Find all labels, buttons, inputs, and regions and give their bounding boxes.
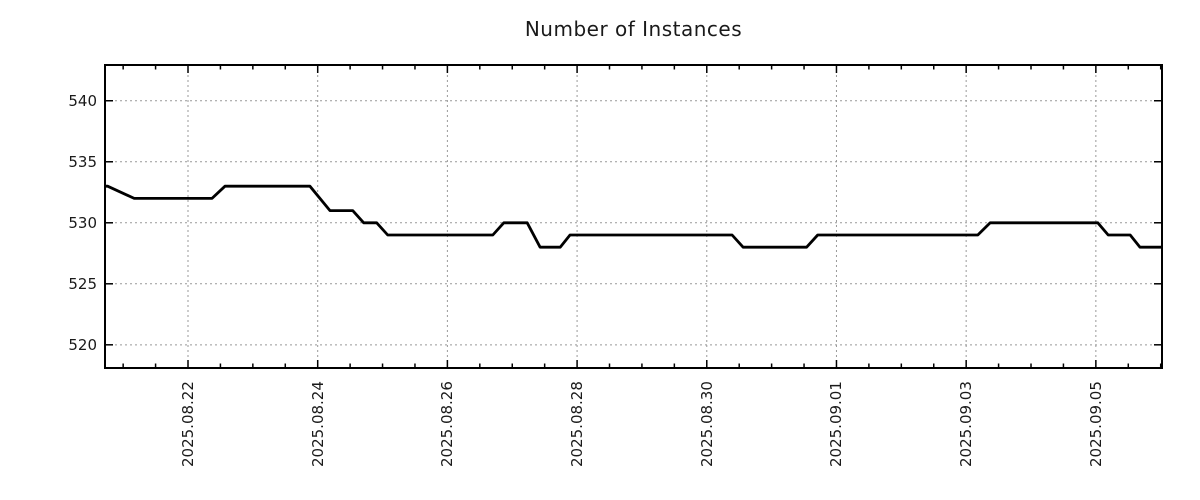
x-tick-label: 2025.09.05 xyxy=(1086,381,1105,467)
y-tick-label: 540 xyxy=(68,91,97,110)
plot-area xyxy=(104,64,1163,369)
y-tick-label: 520 xyxy=(68,335,97,354)
x-tick-label: 2025.09.01 xyxy=(827,381,846,467)
x-tick-label: 2025.08.24 xyxy=(308,381,327,467)
x-tick-label: 2025.08.28 xyxy=(568,381,587,467)
x-tick-label: 2025.08.22 xyxy=(179,381,197,467)
x-tick-label: 2025.08.26 xyxy=(438,381,457,467)
series-line xyxy=(105,184,1162,249)
x-tick-label: 2025.09.03 xyxy=(957,381,976,467)
y-tick-label: 530 xyxy=(68,213,97,232)
chart-title: Number of Instances xyxy=(524,17,743,41)
x-tick-label: 2025.08.30 xyxy=(697,381,716,467)
y-tick-label: 535 xyxy=(68,152,97,171)
y-tick-label: 525 xyxy=(68,274,97,293)
plot-border xyxy=(104,64,1163,369)
